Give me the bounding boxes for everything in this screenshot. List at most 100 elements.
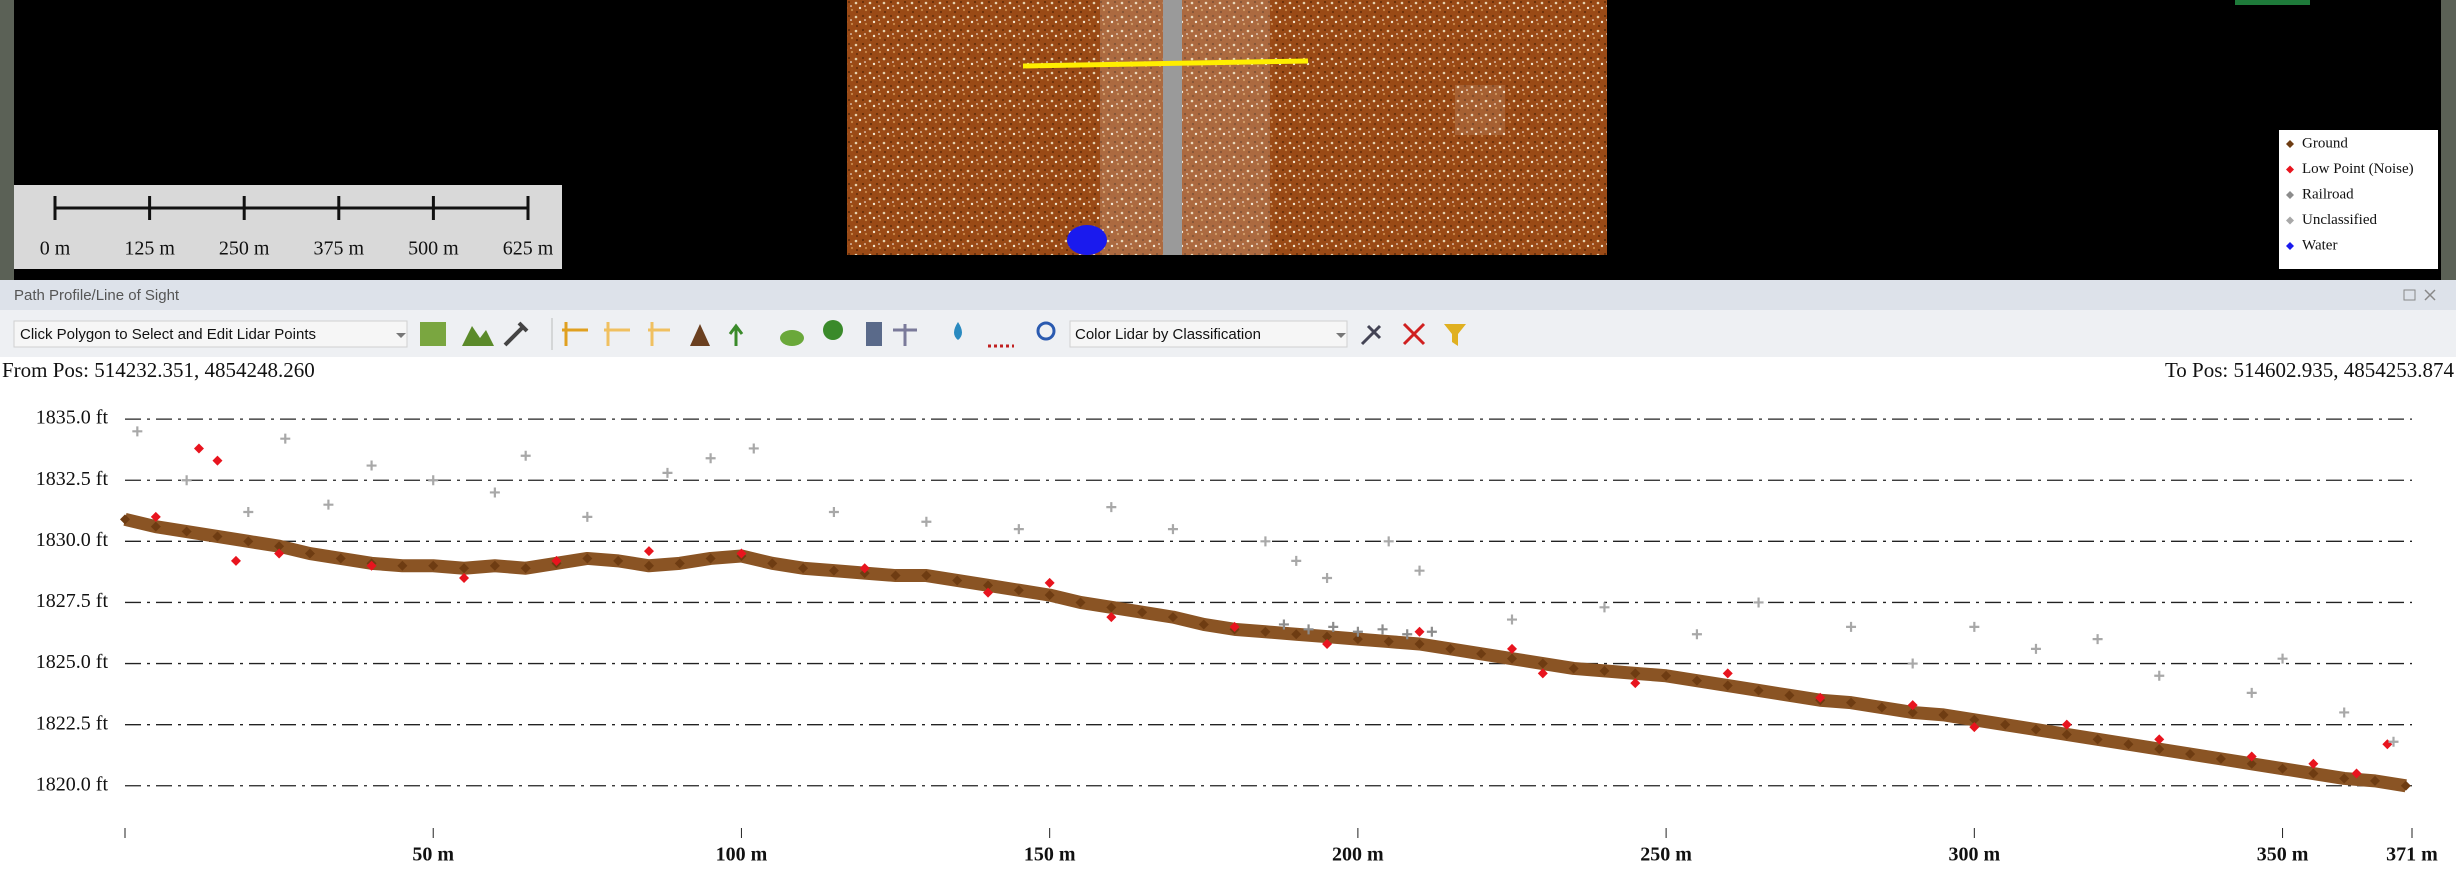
- lidar-point: [150, 511, 161, 522]
- x-tick-label: 250 m: [1640, 844, 1692, 866]
- lidar-point: [1322, 639, 1333, 649]
- lidar-point: [1846, 621, 1857, 632]
- lidar-point: [674, 558, 685, 569]
- lidar-point: [2370, 775, 2381, 786]
- lidar-point: [366, 460, 377, 471]
- map-edge: [2441, 0, 2456, 280]
- lidar-point: [459, 563, 470, 574]
- legend-label: Railroad: [2302, 186, 2354, 202]
- lidar-point: [212, 531, 223, 542]
- lidar-point: [1661, 670, 1672, 681]
- lidar-point: [120, 514, 130, 525]
- lidar-point: [662, 467, 673, 478]
- icon-button[interactable]: [604, 322, 630, 346]
- icon-button[interactable]: [728, 323, 744, 346]
- profile-chart[interactable]: [0, 357, 2456, 871]
- lidar-point: [2061, 719, 2072, 730]
- legend: Ground Low Point (Noise) Railroad Unclassif…: [2286, 135, 2414, 253]
- lidar-point: [1106, 602, 1117, 613]
- lidar-point: [643, 546, 654, 557]
- lidar-point: [2154, 670, 2165, 681]
- icon-button[interactable]: [1360, 324, 1382, 346]
- icon-button[interactable]: [1036, 321, 1056, 341]
- lidar-point: [613, 555, 624, 566]
- lidar-point: [304, 548, 315, 559]
- lidar-point: [1506, 653, 1517, 664]
- lidar-point: [890, 570, 901, 581]
- to-position: To Pos: 514602.935, 4854253.874: [2165, 358, 2455, 382]
- lidar-point: [1229, 621, 1240, 632]
- toolbar-icons: [420, 318, 1056, 350]
- lidar-point: [1352, 634, 1363, 645]
- lidar-point: [1414, 565, 1425, 576]
- legend-label: Unclassified: [2302, 212, 2377, 228]
- map-edge: [0, 0, 14, 280]
- icon-button[interactable]: [1402, 322, 1426, 346]
- dropdown-arrow: [396, 333, 406, 338]
- icon-button[interactable]: [893, 324, 917, 346]
- lidar-point: [2215, 753, 2226, 764]
- icon-button[interactable]: [690, 324, 710, 346]
- icon-button[interactable]: [503, 321, 529, 347]
- color-dropdown[interactable]: [1069, 320, 1348, 348]
- plot: 1820.0 ft 1822.5 ft 1825.0 ft 1827.5 ft 1830…: [36, 407, 2438, 866]
- scale-label: 0 m: [40, 238, 71, 260]
- lidar-point: [1691, 675, 1702, 686]
- lidar-point: [489, 560, 500, 571]
- lidar-point: [1537, 658, 1548, 669]
- lidar-imagery: [847, 0, 1607, 255]
- lidar-point: [2277, 653, 2288, 664]
- lidar-point: [1630, 678, 1641, 689]
- icon-button[interactable]: [420, 322, 446, 346]
- y-tick-label: 1825.0 ft: [36, 651, 109, 673]
- tool-dropdown[interactable]: [13, 320, 408, 348]
- icon-button[interactable]: [823, 320, 843, 340]
- lidar-point: [952, 575, 963, 586]
- x-tick-label: 50 m: [412, 844, 454, 866]
- lidar-point: [1969, 714, 1980, 725]
- lidar-point: [2061, 729, 2072, 740]
- lidar-point: [397, 560, 408, 571]
- lidar-point: [983, 580, 994, 591]
- lidar-point: [243, 536, 254, 547]
- lidar-point: [1260, 626, 1271, 637]
- lidar-point: [335, 553, 346, 564]
- lidar-point: [1876, 702, 1887, 713]
- x-tick-label: 350 m: [2257, 844, 2309, 866]
- lidar-point: [582, 553, 593, 564]
- lidar-point: [1198, 619, 1209, 630]
- icon-button[interactable]: [954, 322, 962, 340]
- lidar-point: [1426, 626, 1437, 637]
- close-button[interactable]: [2424, 289, 2436, 301]
- lidar-point: [2351, 768, 2362, 779]
- icon-button[interactable]: [1444, 324, 1466, 346]
- lidar-point: [1106, 502, 1117, 513]
- lidar-point: [1322, 631, 1333, 642]
- legend-marker: [2286, 191, 2294, 199]
- restore-button[interactable]: [2403, 289, 2416, 301]
- lidar-point: [705, 453, 716, 464]
- lidar-point: [1044, 590, 1055, 601]
- lidar-point: [489, 487, 500, 498]
- lidar-point: [2246, 751, 2257, 762]
- icon-button[interactable]: [648, 322, 670, 346]
- lidar-point: [1630, 668, 1641, 679]
- lidar-point: [280, 433, 291, 444]
- y-tick-label: 1820.0 ft: [36, 773, 109, 795]
- icon-button[interactable]: [562, 322, 588, 346]
- lidar-point: [2339, 707, 2350, 718]
- lidar-point: [1328, 621, 1339, 632]
- profile-line[interactable]: [1022, 58, 1309, 69]
- icon-button[interactable]: [462, 326, 494, 346]
- lidar-point: [1815, 692, 1826, 703]
- lidar-imagery-light: [1100, 0, 1270, 255]
- lidar-point: [1106, 612, 1117, 623]
- icon-button[interactable]: [780, 330, 804, 346]
- lidar-point: [1260, 536, 1271, 547]
- icon-button[interactable]: [866, 322, 882, 346]
- lidar-point: [798, 563, 809, 574]
- x-tick-label: 100 m: [716, 844, 768, 866]
- lidar-point: [428, 560, 439, 571]
- legend-label: Low Point (Noise): [2302, 161, 2414, 177]
